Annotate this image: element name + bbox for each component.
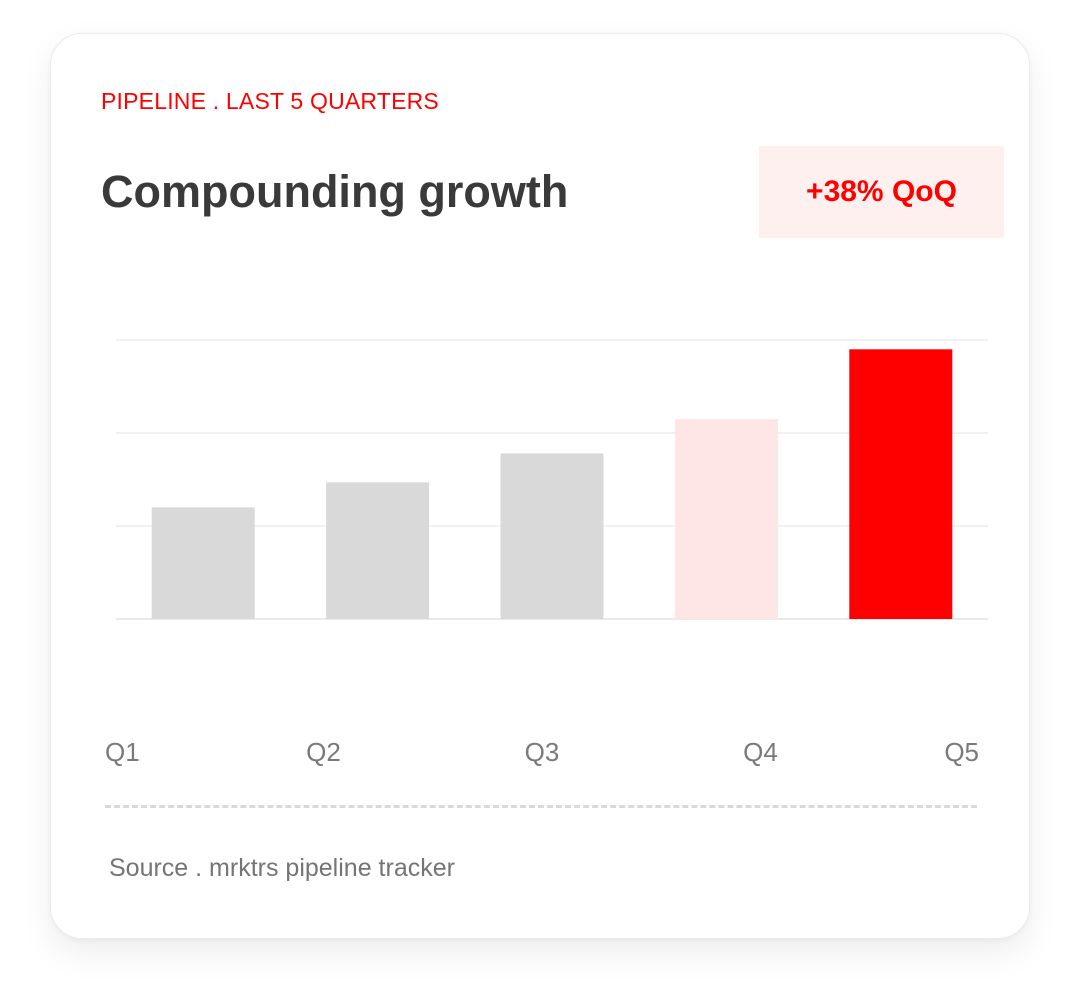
bar-q5 — [849, 349, 953, 619]
x-tick-label-q2: Q2 — [306, 737, 341, 767]
bar-q3 — [500, 453, 604, 619]
x-tick-label-q5: Q5 — [944, 737, 979, 767]
x-tick-label-q4: Q4 — [743, 737, 778, 767]
card-eyebrow: PIPELINE . LAST 5 QUARTERS — [101, 88, 439, 114]
source-note: Source . mrktrs pipeline tracker — [109, 854, 455, 882]
x-tick-label-q1: Q1 — [105, 737, 140, 767]
growth-badge: +38% QoQ — [759, 146, 1004, 238]
chart-card: PIPELINE . LAST 5 QUARTERS Compounding g… — [50, 33, 1030, 939]
divider-dashed — [105, 805, 977, 808]
bar-chart: Q1 Q2 Q3 Q4 Q5 — [105, 339, 988, 767]
bar-q1 — [151, 507, 255, 619]
bar-q4 — [674, 419, 778, 619]
x-tick-label-q3: Q3 — [525, 737, 560, 767]
bar-q2 — [326, 482, 430, 619]
card-title: Compounding growth — [101, 166, 569, 217]
growth-badge-label: +38% QoQ — [806, 175, 957, 208]
